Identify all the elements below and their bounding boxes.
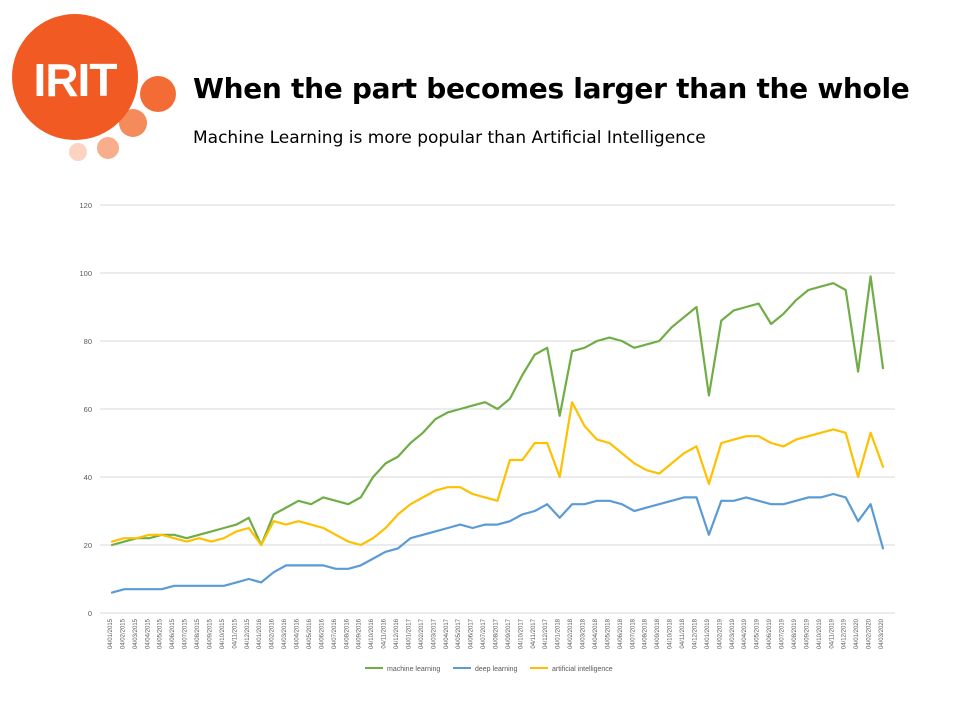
chart-series: [110, 275, 885, 594]
x-tick-label: 04/06/2015: [170, 618, 176, 649]
legend-item: deep learning: [453, 666, 518, 673]
x-tick-label: 04/04/2016: [295, 618, 301, 649]
x-tick-label: 04/09/2019: [804, 618, 810, 649]
x-tick-label: 04/06/2016: [319, 618, 325, 649]
chart-gridlines: [100, 204, 895, 614]
x-tick-label: 04/02/2017: [419, 618, 425, 649]
x-tick-label: 04/02/2019: [717, 618, 723, 649]
x-tick-label: 04/08/2016: [344, 618, 350, 649]
x-tick-label: 04/03/2017: [431, 618, 437, 649]
x-tick-label: 04/03/2019: [730, 618, 736, 649]
x-tick-label: 04/10/2017: [518, 618, 524, 649]
x-tick-label: 04/09/2016: [357, 618, 363, 649]
legend-item: artificial intelligence: [530, 666, 613, 673]
x-tick-label: 04/01/2017: [406, 618, 412, 649]
x-tick-label: 04/10/2018: [668, 618, 674, 649]
x-tick-label: 04/09/2018: [655, 618, 661, 649]
x-tick-label: 04/05/2017: [456, 618, 462, 649]
x-tick-label: 04/03/2020: [879, 618, 885, 649]
x-tick-label: 04/01/2020: [854, 618, 860, 649]
x-tick-label: 04/04/2015: [145, 618, 151, 649]
x-tick-label: 04/07/2015: [183, 618, 189, 649]
x-tick-label: 04/02/2016: [270, 618, 276, 649]
x-tick-label: 04/08/2018: [643, 618, 649, 649]
x-tick-label: 04/12/2016: [394, 618, 400, 649]
logo-dot-large: [140, 76, 176, 112]
x-tick-label: 04/05/2015: [158, 618, 164, 649]
x-tick-label: 04/06/2017: [469, 618, 475, 649]
y-tick-label: 80: [84, 337, 92, 346]
chart-x-ticks: 04/01/2015 04/02/2015 04/03/2015 04/04/2015…: [108, 618, 885, 649]
y-tick-label: 0: [88, 609, 92, 618]
x-tick-label: 04/09/2017: [506, 618, 512, 649]
y-tick-label: 20: [84, 541, 92, 550]
x-tick-label: 04/07/2016: [332, 618, 338, 649]
x-tick-label: 04/11/2017: [531, 618, 537, 648]
logo-dot-medium: [119, 109, 147, 137]
x-tick-label: 04/05/2016: [307, 618, 313, 649]
legend-label: machine learning: [387, 666, 440, 673]
x-tick-label: 04/01/2019: [705, 618, 711, 649]
x-tick-label: 04/11/2018: [680, 618, 686, 648]
slide-subtitle: Machine Learning is more popular than Ar…: [193, 128, 706, 148]
x-tick-label: 04/07/2017: [481, 618, 487, 649]
legend-label: deep learning: [475, 666, 518, 673]
x-tick-label: 04/07/2019: [780, 618, 786, 649]
x-tick-label: 04/11/2015: [232, 618, 238, 648]
slide-title: When the part becomes larger than the wh…: [193, 72, 910, 105]
y-tick-label: 100: [79, 269, 92, 278]
logo-dot-small-2: [97, 137, 119, 159]
series-line-deep-learning: [110, 492, 885, 594]
x-tick-label: 04/05/2019: [755, 618, 761, 649]
chart-y-ticks: 0 20 40 60 80 100 120: [79, 201, 92, 618]
x-tick-label: 04/04/2017: [444, 618, 450, 649]
chart-legend: machine learning deep learning artificial …: [365, 666, 613, 673]
x-tick-label: 04/10/2019: [817, 618, 823, 649]
x-tick-label: 04/08/2017: [494, 618, 500, 649]
x-tick-label: 04/03/2015: [133, 618, 139, 649]
x-tick-label: 04/08/2015: [195, 618, 201, 649]
irit-logo: IRIT: [12, 14, 176, 161]
x-tick-label: 04/03/2018: [581, 618, 587, 649]
logo-dot-small-1: [69, 143, 87, 161]
x-tick-label: 04/12/2019: [842, 618, 848, 649]
x-tick-label: 04/01/2016: [257, 618, 263, 649]
x-tick-label: 04/02/2018: [568, 618, 574, 649]
x-tick-label: 04/05/2018: [605, 618, 611, 649]
logo-circle: [12, 14, 138, 140]
x-tick-label: 04/06/2018: [618, 618, 624, 649]
x-tick-label: 04/01/2015: [108, 618, 114, 649]
x-tick-label: 04/04/2019: [742, 618, 748, 649]
legend-label: artificial intelligence: [552, 666, 613, 673]
x-tick-label: 04/06/2019: [767, 618, 773, 649]
logo-text: IRIT: [34, 54, 118, 106]
series-line-machine-learning: [110, 275, 885, 547]
x-tick-label: 04/01/2018: [556, 618, 562, 649]
x-tick-label: 04/02/2020: [867, 618, 873, 649]
x-tick-label: 04/10/2015: [220, 618, 226, 649]
y-tick-label: 120: [79, 201, 92, 210]
y-tick-label: 60: [84, 405, 92, 414]
x-tick-label: 04/07/2018: [630, 618, 636, 649]
x-tick-label: 04/03/2016: [282, 618, 288, 649]
x-tick-label: 04/11/2016: [382, 618, 388, 648]
x-tick-label: 04/12/2018: [692, 618, 698, 649]
x-tick-label: 04/02/2015: [120, 618, 126, 649]
x-tick-label: 04/08/2019: [792, 618, 798, 649]
x-tick-label: 04/09/2015: [207, 618, 213, 649]
legend-item: machine learning: [365, 666, 440, 673]
x-tick-label: 04/04/2018: [593, 618, 599, 649]
x-tick-label: 04/11/2019: [829, 618, 835, 648]
x-tick-label: 04/12/2015: [245, 618, 251, 649]
series-line-artificial-intelligence: [110, 401, 885, 547]
y-tick-label: 40: [84, 473, 92, 482]
x-tick-label: 04/10/2016: [369, 618, 375, 649]
x-tick-label: 04/12/2017: [543, 618, 549, 649]
